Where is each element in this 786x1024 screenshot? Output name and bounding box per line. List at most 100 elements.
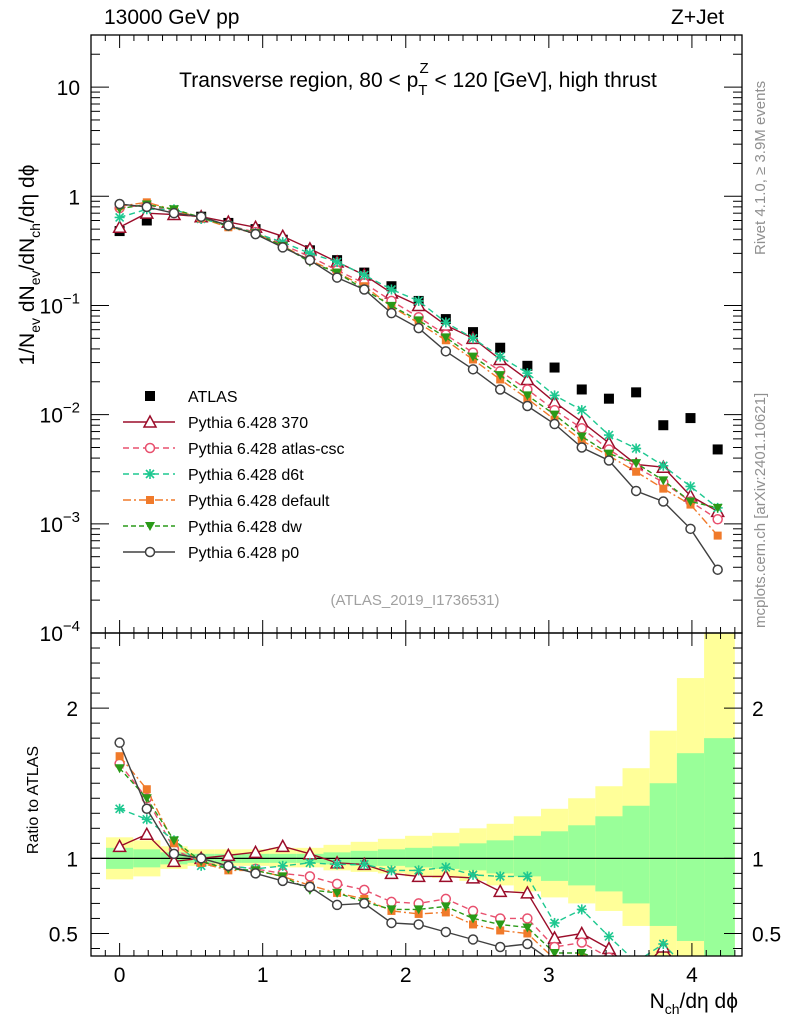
data-point xyxy=(413,865,424,876)
data-point xyxy=(141,215,152,226)
data-point xyxy=(413,905,424,915)
data-point xyxy=(142,414,158,428)
data-point xyxy=(304,254,316,266)
ratio-y-axis-label: Ratio to ATLAS xyxy=(25,746,42,854)
data-point xyxy=(495,371,506,381)
series-line xyxy=(119,755,553,956)
data-point xyxy=(494,941,506,953)
data-point xyxy=(359,859,370,870)
data-point xyxy=(144,546,156,558)
data-point xyxy=(112,219,127,234)
y-tick-label: 1 xyxy=(68,186,80,209)
data-point xyxy=(631,459,642,469)
series-pythia-6-428-default xyxy=(115,198,722,540)
data-point xyxy=(576,442,588,453)
data-point xyxy=(141,794,152,804)
data-point xyxy=(440,333,451,343)
data-point xyxy=(712,514,723,525)
data-point xyxy=(146,496,154,504)
series-pythia-6-428-p0 xyxy=(114,198,723,575)
data-point xyxy=(386,284,397,295)
data-point xyxy=(576,423,588,434)
data-point xyxy=(114,764,125,774)
data-point xyxy=(386,301,397,311)
data-point xyxy=(114,803,125,814)
plot-title: Transverse region, 80 < pTZ < 120 [GeV],… xyxy=(179,60,657,99)
data-point xyxy=(438,868,454,883)
data-point xyxy=(195,853,207,864)
data-point xyxy=(658,938,669,949)
band-green xyxy=(405,847,433,868)
data-point xyxy=(712,564,723,575)
rivet-version-label: Rivet 4.1.0, ≥ 3.9M events xyxy=(752,80,769,255)
data-point xyxy=(549,917,560,928)
data-point xyxy=(440,926,452,938)
x-tick-label: 4 xyxy=(686,964,698,987)
data-point xyxy=(495,342,506,353)
data-point xyxy=(495,920,506,930)
data-point xyxy=(658,958,668,967)
data-point xyxy=(712,503,723,513)
legend-entry: Pythia 6.428 p0 xyxy=(123,545,299,562)
band-green xyxy=(432,846,460,869)
data-point xyxy=(685,497,696,507)
data-point xyxy=(166,853,182,868)
data-point xyxy=(496,926,505,935)
data-point xyxy=(658,496,669,507)
data-point xyxy=(145,522,155,531)
data-point xyxy=(631,957,641,967)
legend-entry: Pythia 6.428 dw xyxy=(123,519,302,536)
data-point xyxy=(658,420,669,431)
band-green xyxy=(622,805,650,904)
data-point xyxy=(468,869,479,880)
data-point xyxy=(468,333,479,344)
data-point xyxy=(114,212,125,223)
data-point xyxy=(549,948,560,956)
legend-label: Pythia 6.428 atlas-csc xyxy=(188,441,345,458)
data-point xyxy=(659,974,668,983)
main-frame xyxy=(90,34,743,634)
data-point xyxy=(440,317,451,328)
data-point xyxy=(601,940,617,955)
data-point xyxy=(714,981,722,989)
x-axis-label: Nch/dη dϕ xyxy=(650,990,738,1017)
data-point xyxy=(114,198,125,210)
band-green xyxy=(459,843,487,871)
band-green xyxy=(676,753,705,941)
ratio-y-tick-label-right: 2 xyxy=(752,698,764,721)
data-point xyxy=(413,316,424,326)
data-point xyxy=(603,430,614,441)
data-point xyxy=(440,902,451,912)
data-point xyxy=(685,413,696,424)
data-point xyxy=(168,836,179,846)
data-point xyxy=(658,460,669,471)
data-point xyxy=(576,948,587,956)
data-point xyxy=(332,859,343,870)
band-green xyxy=(540,831,569,881)
y-axis-label: 1/Nev dNev/dNch/dη dϕ xyxy=(16,165,43,366)
data-point xyxy=(685,523,696,535)
legend-label: Pythia 6.428 dw xyxy=(188,519,302,536)
data-point xyxy=(467,934,479,945)
data-point xyxy=(632,467,641,476)
ratio-frame xyxy=(90,632,743,957)
data-point xyxy=(604,958,614,967)
data-point xyxy=(275,838,290,853)
data-point xyxy=(168,207,180,219)
data-point xyxy=(277,242,288,253)
y-tick-label: 10−3 xyxy=(40,509,80,537)
data-point xyxy=(359,898,370,909)
data-point xyxy=(712,962,724,973)
data-point xyxy=(145,469,155,479)
data-point xyxy=(632,985,641,994)
data-point xyxy=(522,923,533,933)
data-point xyxy=(145,391,155,401)
data-point xyxy=(523,929,532,938)
data-point xyxy=(277,875,288,887)
data-point xyxy=(576,904,587,915)
data-point xyxy=(331,272,343,283)
data-point xyxy=(413,295,424,306)
series-line xyxy=(119,203,718,509)
y-tick-label: 10−2 xyxy=(40,400,80,428)
data-point xyxy=(331,878,343,890)
